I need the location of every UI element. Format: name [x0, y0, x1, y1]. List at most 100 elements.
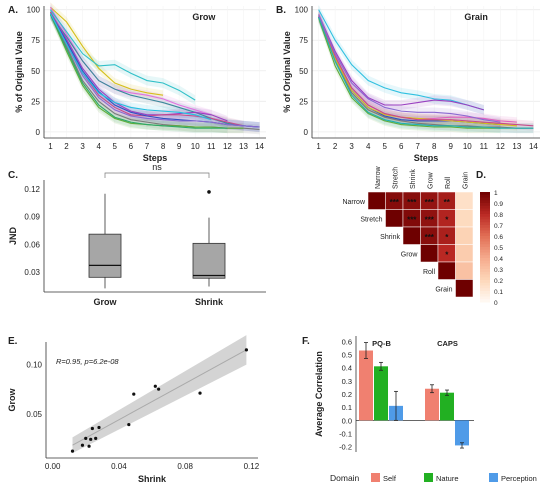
panel-c-significance-label: ns [152, 162, 162, 172]
panel-d-col-label: Grow [427, 171, 434, 189]
panel-d-cell [437, 261, 456, 280]
panel-f-group-label: PQ-B [372, 339, 391, 348]
panel-a-y-tick-label: 0 [36, 128, 41, 137]
panel-a-x-tick-label: 1 [48, 142, 53, 151]
panel-a-x-tick-label: 3 [80, 142, 85, 151]
panel-d-cell [455, 261, 474, 280]
panel-e-point [87, 444, 91, 448]
panel-e-point [127, 422, 131, 427]
panel-a-series-band-6 [50, 9, 260, 135]
panel-d-colorbar-segment [480, 219, 490, 223]
panel-d-colorbar-segment [480, 236, 490, 240]
panel-a-x-tick-label: 7 [145, 142, 150, 151]
panel-c-y-tick-label: 0.12 [24, 185, 40, 194]
panel-b-x-tick-label: 14 [529, 142, 538, 151]
panel-b-series-line-1 [318, 14, 484, 111]
panel-d-colorbar-segment [480, 285, 490, 289]
panel-e-point [84, 436, 88, 440]
panel-c-significance-bracket [104, 172, 210, 178]
panel-a-x-tick-label: 5 [113, 142, 118, 151]
panel-d-colorbar-segment [480, 244, 490, 248]
panel-f-group-label: CAPS [437, 339, 458, 348]
panel-a-x-tick-label: 13 [239, 142, 248, 151]
panel-d-significance-mark: * [445, 215, 449, 224]
panel-c-y-tick-label: 0.06 [24, 240, 40, 249]
panel-b-x-tick-label: 4 [366, 142, 371, 151]
panel-e-point [244, 348, 249, 352]
panel-d-colorbar-segment [480, 293, 490, 297]
panel-d-colorbar-segment [480, 227, 490, 231]
panel-d-colorbar-segment [480, 230, 490, 234]
panel-b-letter: B. [276, 5, 286, 16]
panel-d-colorbar-segment [480, 258, 490, 262]
panel-d-colorbar-segment [480, 296, 490, 300]
panel-a-x-tick-label: 8 [161, 142, 166, 151]
panel-d-colorbar-tick-label: 0.9 [494, 201, 503, 208]
panel-e-x-tick-label: 0.12 [244, 462, 260, 471]
panel-d-colorbar-segment [480, 282, 490, 286]
panel-d-colorbar-tick-label: 0.1 [494, 289, 503, 296]
panel-b-series-line-8 [318, 16, 534, 129]
panel-d-colorbar-segment [480, 299, 490, 303]
panel-a-title: Grow [192, 12, 216, 22]
panel-b-x-tick-label: 8 [432, 142, 437, 151]
panel-b-x-tick-label: 3 [349, 142, 354, 151]
panel-d-colorbar-segment [480, 263, 490, 267]
panel-f-y-tick-label: 0.6 [342, 337, 352, 346]
panel-e-confidence-band [72, 335, 247, 454]
panel-d-colorbar-segment [480, 208, 490, 212]
panel-b-title: Grain [464, 12, 488, 22]
panel-d-colorbar-tick-label: 0 [494, 300, 498, 307]
panel-f-y-tick-label: 0.5 [342, 350, 352, 359]
panel-d-cell [455, 244, 474, 263]
panel-f-legend-swatch-nature [424, 473, 433, 482]
panel-f-letter: F. [302, 336, 310, 347]
panel-d-colorbar-segment [480, 274, 490, 278]
panel-b-series-line-0 [318, 9, 484, 111]
panel-b-plot-area [312, 6, 540, 138]
panel-a-series-band-3 [50, 9, 260, 132]
panel-f-legend-swatch-self [371, 473, 380, 482]
panel-e-point [90, 426, 94, 431]
panel-d-significance-mark: *** [407, 215, 417, 224]
panel-d-colorbar-tick-label: 0.2 [494, 278, 503, 285]
panel-d-colorbar-segment [480, 288, 490, 292]
panel-d-colorbar-segment [480, 194, 490, 198]
panel-b-x-tick-label: 10 [463, 142, 472, 151]
panel-d-col-label: Narrow [375, 165, 382, 189]
panel-c-x-tick-label: Grow [93, 297, 117, 307]
panel-d-colorbar-tick-label: 0.7 [494, 223, 503, 230]
panel-c-outlier [207, 190, 211, 194]
panel-b-y-tick-label: 100 [295, 6, 309, 15]
panel-d-row-label: Grow [401, 251, 419, 258]
panel-d-colorbar-segment [480, 277, 490, 281]
panel-c-y-axis-label: JND [8, 227, 18, 246]
panel-e-point [153, 384, 157, 388]
panel-a-series-band-5 [50, 7, 244, 131]
panel-d-row-label: Grain [435, 286, 452, 293]
panel-f-legend-label: Nature [436, 474, 459, 483]
panel-d-colorbar-segment [480, 266, 490, 270]
panel-d-significance-mark: *** [425, 215, 435, 224]
panel-d-cell [455, 209, 474, 228]
panel-d-colorbar-segment [480, 271, 490, 275]
panel-d-colorbar-segment [480, 192, 490, 196]
panel-f-bar-self [359, 350, 373, 421]
panel-d-col-label: Shrink [410, 169, 417, 189]
panel-d-col-label: Roll [445, 176, 452, 189]
panel-d-colorbar-tick-label: 0.5 [494, 245, 503, 252]
panel-a-series-line-10 [49, 13, 260, 128]
panel-f-y-tick-label: 0.3 [342, 377, 352, 386]
panel-f-legend-label: Self [383, 474, 397, 483]
panel-e-point [80, 443, 85, 447]
panel-b-x-tick-label: 12 [496, 142, 505, 151]
panel-d-row-label: Stretch [360, 216, 382, 223]
panel-b-y-tick-label: 75 [299, 36, 308, 45]
panel-e-letter: E. [8, 336, 18, 347]
panel-d-colorbar-segment [480, 291, 490, 295]
panel-d-cell [455, 226, 474, 245]
panel-d-colorbar-tick-label: 0.8 [494, 212, 503, 219]
panel-f-legend-label: Perception [501, 474, 537, 483]
panel-d-col-label: Stretch [392, 167, 399, 189]
panel-a-series-band-11 [50, 8, 212, 125]
